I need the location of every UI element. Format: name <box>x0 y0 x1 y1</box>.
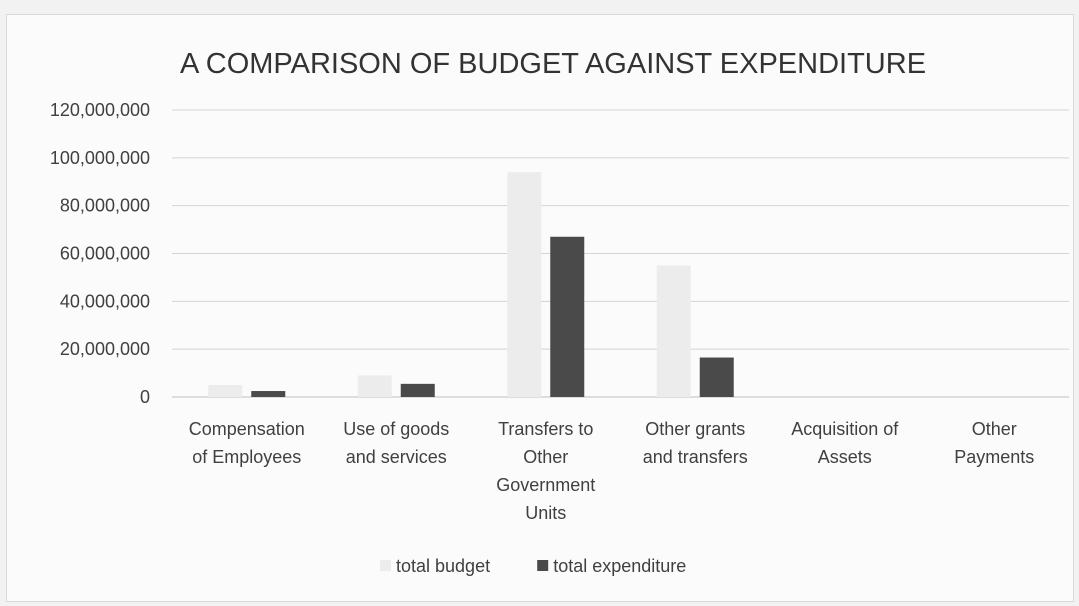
bar-total-expenditure <box>699 357 734 397</box>
bar-total-budget <box>656 265 691 397</box>
y-tick-label: 20,000,000 <box>60 339 150 359</box>
bar-chart: A COMPARISON OF BUDGET AGAINST EXPENDITU… <box>50 48 1069 576</box>
x-category-label: Acquisition of Assets <box>791 419 899 467</box>
y-axis-tick-labels: 120,000,000 100,000,000 80,000,000 60,000,0… <box>50 100 150 407</box>
x-axis-category-labels: Compensation of Employees Use of goods and … <box>189 419 1035 523</box>
bar-total-expenditure <box>550 236 585 397</box>
y-tick-label: 40,000,000 <box>60 291 150 311</box>
bar-total-budget <box>357 375 392 397</box>
y-tick-label: 60,000,000 <box>60 244 150 264</box>
bar-total-budget <box>507 172 542 397</box>
y-tick-label: 0 <box>140 387 150 407</box>
x-category-label: Use of goods and services <box>343 419 449 467</box>
x-category-label: Other grants and transfers <box>643 419 748 467</box>
y-tick-label: 100,000,000 <box>50 148 150 168</box>
legend: total budget total expenditure <box>380 556 686 576</box>
bars <box>208 172 734 397</box>
legend-swatch <box>380 560 391 571</box>
x-category-label: Other Payments <box>954 419 1034 467</box>
bar-total-budget <box>208 385 243 397</box>
gridlines <box>172 109 1069 398</box>
legend-swatch <box>537 560 549 571</box>
bar-total-expenditure <box>400 383 435 397</box>
y-tick-label: 80,000,000 <box>60 196 150 216</box>
x-category-label: Compensation of Employees <box>189 419 305 467</box>
bar-total-expenditure <box>251 391 286 397</box>
legend-label: total expenditure <box>553 556 686 576</box>
chart-title: A COMPARISON OF BUDGET AGAINST EXPENDITU… <box>180 48 926 80</box>
chart-frame: A COMPARISON OF BUDGET AGAINST EXPENDITU… <box>6 14 1074 602</box>
x-category-label: Transfers to Other Government Units <box>496 419 595 523</box>
y-tick-label: 120,000,000 <box>50 100 150 120</box>
legend-label: total budget <box>396 556 490 576</box>
